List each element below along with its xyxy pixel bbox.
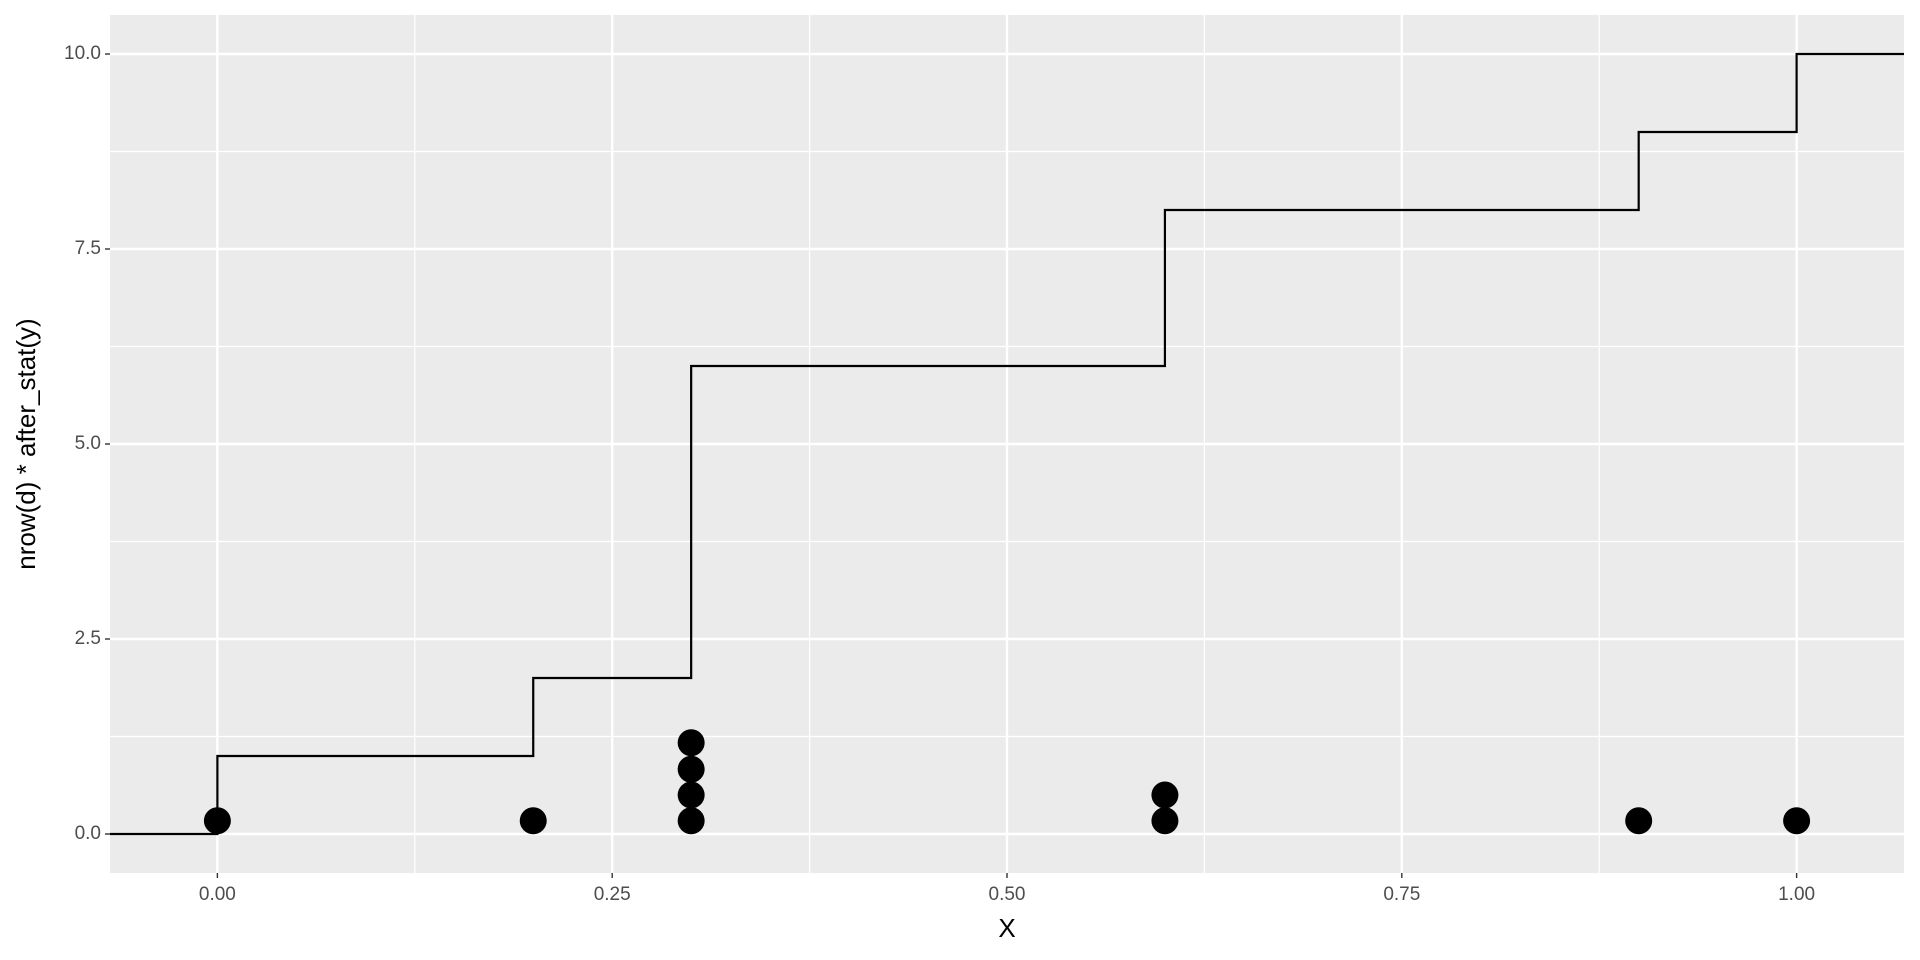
dot	[1151, 781, 1179, 809]
dot	[677, 807, 705, 835]
dot	[1783, 807, 1811, 835]
step-line	[110, 52, 1904, 836]
x-tick-label: 1.00	[1778, 884, 1815, 905]
x-axis-title: X	[998, 913, 1015, 943]
dot	[677, 755, 705, 783]
x-tick-label: 0.00	[199, 884, 236, 905]
dot	[677, 729, 705, 757]
marks	[110, 52, 1904, 836]
dot	[1625, 807, 1653, 835]
x-tick-label: 0.75	[1383, 884, 1420, 905]
y-tick-label: 10.0	[64, 43, 101, 64]
y-axis-title: nrow(d) * after_stat(y)	[11, 318, 41, 569]
y-tick-label: 2.5	[75, 628, 101, 649]
y-tick-label: 5.0	[75, 433, 101, 454]
x-tick-label: 0.50	[989, 884, 1026, 905]
y-tick-label: 7.5	[75, 238, 101, 259]
dot	[677, 781, 705, 809]
y-tick-label: 0.0	[75, 823, 101, 844]
dot	[1151, 807, 1179, 835]
dot	[203, 807, 231, 835]
grid	[110, 15, 1904, 873]
x-tick-label: 0.25	[594, 884, 631, 905]
dot	[519, 807, 547, 835]
